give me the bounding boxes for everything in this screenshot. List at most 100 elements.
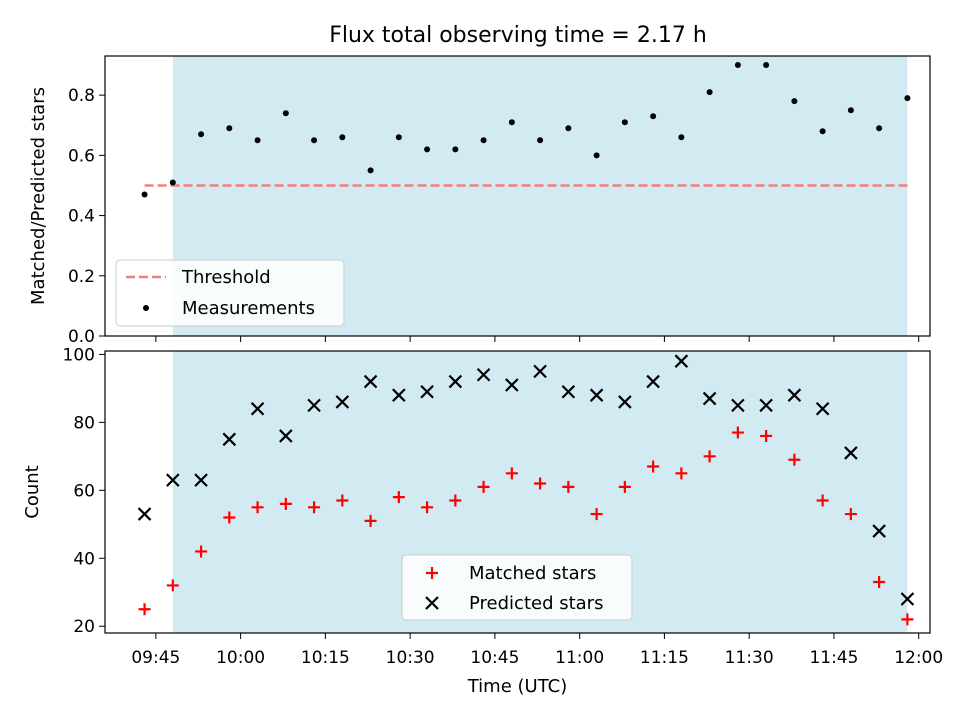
x-tick-label: 09:45 bbox=[131, 648, 180, 668]
y-axis-label: Count bbox=[22, 465, 43, 518]
measurement-point bbox=[226, 125, 233, 132]
matched-star-point bbox=[731, 426, 744, 439]
legend: Threshold Measurements bbox=[115, 259, 345, 327]
matched-star-point bbox=[138, 603, 151, 616]
matched-star-point bbox=[675, 467, 688, 480]
predicted-star-point bbox=[392, 388, 406, 402]
predicted-star-point bbox=[363, 374, 378, 389]
matched-star-point bbox=[562, 480, 575, 493]
predicted-star-point bbox=[166, 473, 180, 487]
matched-star-point bbox=[477, 480, 490, 493]
measurement-point bbox=[565, 125, 572, 132]
x-tick-label: 11:45 bbox=[809, 648, 858, 668]
x-tick-label: 11:30 bbox=[725, 648, 774, 668]
predicted-star-point bbox=[137, 507, 152, 521]
matched-star-point bbox=[195, 545, 208, 558]
chart-title: Flux total observing time = 2.17 h bbox=[329, 23, 707, 48]
legend-predicted-swatch bbox=[425, 596, 439, 610]
legend-box bbox=[115, 259, 345, 327]
predicted-star-point bbox=[250, 401, 265, 416]
measurement-point bbox=[452, 146, 459, 153]
predicted-star-point bbox=[618, 395, 632, 409]
predicted-star-point bbox=[307, 398, 321, 413]
measurement-point bbox=[480, 137, 487, 144]
predicted-star-point bbox=[222, 432, 237, 447]
measurement-point bbox=[508, 119, 515, 126]
matched-star-point bbox=[336, 494, 349, 507]
x-tick-label: 10:00 bbox=[216, 648, 265, 668]
matched-star-point bbox=[844, 508, 857, 521]
y-tick-label: 0.0 bbox=[68, 327, 95, 347]
measurement-point bbox=[819, 128, 826, 135]
measurement-point bbox=[904, 95, 911, 102]
predicted-star-point bbox=[533, 364, 547, 379]
matched-star-point bbox=[647, 460, 660, 473]
matched-star-point bbox=[505, 467, 518, 480]
y-tick-label: 0.2 bbox=[68, 267, 95, 287]
predicted-star-point bbox=[900, 592, 915, 606]
matched-star-point bbox=[703, 450, 716, 463]
x-tick-label: 10:45 bbox=[470, 648, 519, 668]
matched-star-point bbox=[590, 508, 603, 521]
y-tick-label: 0.4 bbox=[68, 207, 95, 227]
axes-frame bbox=[104, 55, 931, 337]
axes-frame bbox=[104, 350, 931, 634]
top-panel: 0.0 0.2 0.4 0.6 0.8 Matched/Predicted stars Th… bbox=[28, 55, 931, 347]
measurement-point bbox=[650, 113, 657, 120]
y-tick-label: 100 bbox=[63, 345, 95, 365]
predicted-star-point bbox=[646, 374, 660, 389]
matched-star-point bbox=[392, 491, 405, 504]
measurement-point bbox=[621, 119, 628, 126]
x-tick-label: 10:15 bbox=[301, 648, 350, 668]
matched-star-point bbox=[873, 576, 886, 589]
y-tick-label: 0.8 bbox=[68, 86, 95, 106]
legend-predicted-label: Predicted stars bbox=[469, 593, 603, 614]
predicted-star-point bbox=[787, 388, 802, 402]
legend-measurement-label: Measurements bbox=[182, 298, 315, 319]
matched-star-point bbox=[816, 494, 829, 507]
predicted-star-point bbox=[561, 384, 576, 399]
matched-star-point bbox=[449, 494, 462, 507]
measurement-point bbox=[593, 152, 600, 159]
predicted-star-point bbox=[815, 401, 830, 416]
matched-star-point bbox=[251, 501, 264, 514]
matched-star-point bbox=[364, 514, 377, 527]
measurement-point bbox=[311, 137, 318, 144]
matched-star-point bbox=[421, 501, 434, 514]
matched-star-point bbox=[223, 511, 236, 524]
x-tick-label: 10:30 bbox=[386, 648, 435, 668]
predicted-star-point bbox=[476, 368, 491, 382]
x-axis-label: Time (UTC) bbox=[467, 676, 568, 697]
predicted-star-point bbox=[759, 398, 773, 413]
measurement-point bbox=[678, 134, 685, 141]
predicted-star-point bbox=[589, 388, 604, 402]
measurement-point bbox=[254, 137, 261, 144]
measurement-point bbox=[339, 134, 346, 141]
predicted-star-point bbox=[194, 473, 208, 487]
matched-star-point bbox=[760, 429, 773, 442]
matched-star-point bbox=[166, 579, 179, 592]
legend-matched-label: Matched stars bbox=[469, 563, 596, 584]
legend: Matched stars Predicted stars bbox=[401, 554, 633, 621]
matched-star-point bbox=[534, 477, 547, 490]
measurement-point bbox=[876, 125, 883, 132]
x-tick-label: 12:00 bbox=[894, 648, 943, 668]
measurement-point bbox=[734, 62, 741, 69]
y-tick-label: 40 bbox=[73, 549, 95, 569]
matched-star-point bbox=[279, 497, 292, 510]
legend-box bbox=[401, 554, 633, 621]
measurement-point bbox=[706, 89, 713, 96]
y-tick-label: 20 bbox=[73, 617, 95, 637]
measurement-point bbox=[169, 179, 176, 186]
measurement-point bbox=[791, 98, 798, 105]
measurement-point bbox=[367, 167, 374, 174]
predicted-star-point bbox=[420, 384, 434, 399]
matched-star-point bbox=[618, 480, 631, 493]
x-tick-label: 11:00 bbox=[555, 648, 604, 668]
predicted-star-point bbox=[505, 378, 519, 392]
y-tick-label: 60 bbox=[73, 481, 95, 501]
measurement-point bbox=[282, 110, 289, 117]
y-axis-label: Matched/Predicted stars bbox=[28, 87, 49, 305]
predicted-star-point bbox=[279, 429, 293, 443]
measurement-point bbox=[537, 137, 544, 144]
